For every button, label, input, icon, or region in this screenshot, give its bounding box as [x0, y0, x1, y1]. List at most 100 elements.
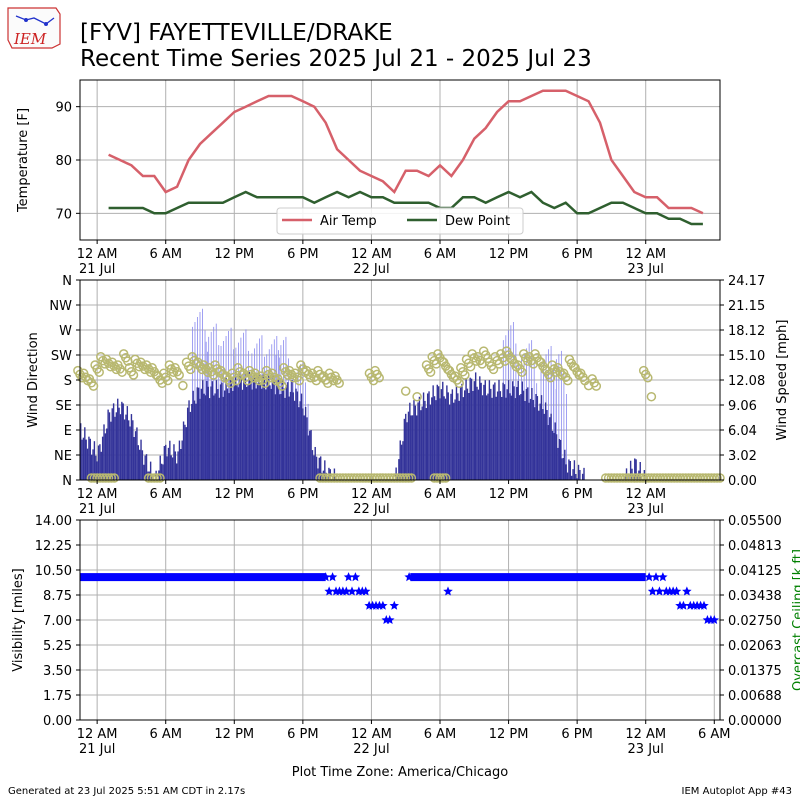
wind-direction-point	[400, 386, 411, 396]
wind-direction-point	[88, 381, 99, 391]
wind-direction-point	[288, 373, 299, 383]
wind-direction-point	[478, 346, 489, 356]
ceiling-tick-label: 0.02750	[728, 614, 782, 629]
visibility-tick-label: 14.00	[35, 514, 72, 529]
legend-air-temp-label: Air Temp	[320, 214, 377, 229]
wind-direction-point	[187, 351, 197, 362]
x-tick-label: 12 AM	[351, 727, 392, 742]
wind-speed-bar	[474, 372, 477, 480]
wind-speed-bar	[561, 458, 563, 480]
calm-wind-point	[400, 473, 411, 483]
wind-speed-bar	[465, 378, 467, 480]
temperature-legend[interactable]: Air Temp Dew Point	[276, 207, 524, 235]
wind-speed-bar	[184, 424, 186, 480]
wind-speed-bar	[406, 422, 408, 480]
wind-speed-bar	[403, 418, 406, 480]
wind-direction-point	[412, 391, 422, 402]
wind-speed-bar	[540, 395, 543, 480]
wind-speed-bar	[230, 378, 233, 480]
wind-speed-bars	[80, 371, 646, 480]
wind-speed-bar	[277, 379, 279, 480]
x-tick-date: 21 Jul	[79, 262, 115, 277]
wind-speed-bar	[287, 382, 289, 480]
wind-speed-bar	[232, 390, 234, 480]
wind-speed-bar	[538, 410, 540, 480]
wind-speed-bar	[520, 394, 522, 480]
wind-direction-point	[536, 357, 546, 367]
wind-speed-bar	[299, 401, 301, 480]
wind-speed-bar	[422, 392, 425, 480]
wind-speed-bar	[414, 405, 417, 480]
wind-speed-bar	[517, 380, 519, 480]
wind-direction-point	[90, 360, 100, 370]
visibility-point	[385, 615, 395, 624]
wind-speed-bar	[546, 410, 548, 480]
wind-speed-bar	[512, 381, 514, 480]
wind-speed-bar	[149, 461, 152, 480]
wind-speed-bar	[189, 411, 192, 480]
wind-direction-ticks: N NE E SE S SW W NW N	[49, 274, 80, 489]
visibility-point	[651, 572, 661, 582]
direction-tick-label: N	[62, 474, 72, 489]
wind-speed-bar	[518, 395, 521, 480]
wind-speed-bar	[522, 390, 525, 480]
visibility-tick-label: 8.75	[43, 589, 72, 604]
wind-speed-bar	[159, 455, 161, 480]
temperature-y-ticks: 70 80 90	[55, 101, 80, 222]
wind-speed-bar	[570, 475, 573, 480]
wind-speed-bar	[145, 454, 148, 480]
x-tick-label: 12 PM	[214, 487, 254, 502]
ceiling-tick-label: 0.03438	[728, 589, 782, 604]
wind-direction-point	[324, 368, 335, 379]
wind-speed-bar	[173, 444, 175, 480]
wind-speed-bar	[528, 402, 530, 480]
wind-speed-bar	[133, 437, 135, 480]
speed-tick-label: 9.06	[728, 399, 757, 414]
wind-direction-point	[254, 375, 264, 386]
visibility-panel: 0.001.753.505.257.008.7510.5012.2514.00 …	[11, 514, 800, 757]
wind-speed-bar	[476, 386, 478, 480]
wind-speed-bar	[485, 395, 488, 480]
wind-speed-bar	[214, 393, 216, 480]
wind-speed-bar	[446, 385, 448, 480]
chart-subtitle: Recent Time Series 2025 Jul 21 - 2025 Ju…	[80, 46, 592, 72]
wind-speed-bar	[252, 376, 255, 480]
wind-direction-point	[438, 357, 449, 367]
wind-speed-bar	[112, 403, 115, 480]
wind-direction-point	[277, 381, 287, 391]
wind-speed-bar	[402, 441, 404, 480]
wind-speed-ticks: 0.00 3.02 6.04 9.06 12.08 15.10 18.12 21.15 24.1…	[720, 274, 765, 489]
wind-direction-point	[250, 368, 260, 379]
wind-direction-point	[101, 354, 112, 365]
x-tick-label: 12 PM	[489, 727, 529, 742]
wind-direction-point	[128, 370, 139, 380]
visibility-tick-label: 10.50	[35, 564, 72, 579]
wind-speed-bar	[544, 402, 547, 480]
wind-speed-bar	[281, 380, 283, 480]
wind-speed-bar	[247, 385, 249, 480]
wind-direction-point	[118, 349, 129, 359]
wind-speed-bar	[491, 397, 493, 480]
wind-speed-bar	[128, 420, 130, 480]
wind-speed-bar	[566, 472, 569, 480]
wind-speed-bar	[400, 444, 403, 480]
wind-speed-bar	[431, 397, 433, 480]
wind-speed-bar	[313, 455, 315, 480]
wind-direction-point	[84, 374, 95, 384]
wind-speed-bar	[88, 436, 90, 480]
visibility-point	[671, 586, 682, 596]
speed-tick-label: 21.15	[728, 299, 765, 314]
wind-direction-point	[296, 360, 306, 370]
calm-wind-point	[709, 473, 720, 483]
visibility-point	[321, 572, 331, 582]
wind-speed-bar	[575, 473, 577, 480]
wind-speed-bar	[289, 391, 292, 480]
calm-wind-point	[103, 473, 114, 483]
wind-speed-bar	[217, 389, 219, 480]
wind-speed-bar	[417, 402, 419, 480]
wind-speed-bar	[111, 408, 113, 480]
calm-wind-point	[438, 473, 448, 483]
wind-speed-bar	[163, 446, 166, 480]
